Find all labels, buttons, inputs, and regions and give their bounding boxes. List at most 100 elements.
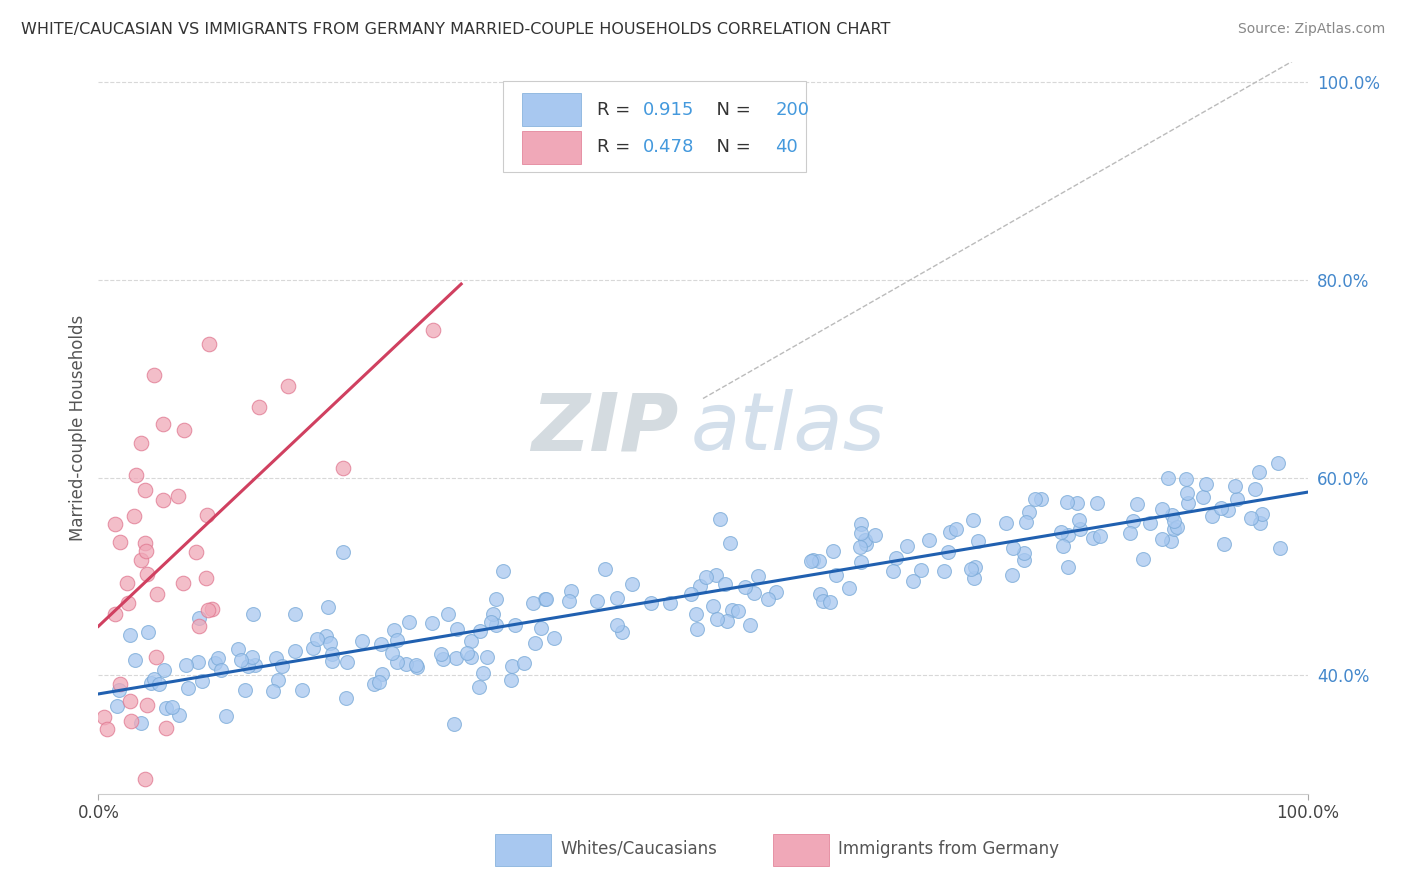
Point [335,691,357,706]
FancyBboxPatch shape [773,834,828,866]
Point [959,562,981,576]
Point [446,622,468,636]
Point [1081,531,1104,545]
Point [384,624,406,638]
Point [849,517,872,532]
Point [186,545,208,559]
Point [503,617,526,632]
Point [240,650,263,665]
Point [167,489,190,503]
Point [370,666,392,681]
Point [201,602,224,616]
Point [485,617,508,632]
Point [468,680,491,694]
Text: ZIP: ZIP [531,389,679,467]
Point [207,651,229,665]
Point [336,655,359,669]
Text: 0.915: 0.915 [643,101,695,119]
Point [1050,525,1073,540]
Point [558,593,581,607]
Point [1240,511,1263,525]
Point [709,512,731,526]
Point [405,658,427,673]
Point [301,640,323,655]
Point [491,564,513,578]
Point [145,650,167,665]
Point [125,468,148,483]
Point [316,600,339,615]
Point [1243,482,1265,496]
Text: N =: N = [706,138,756,156]
Point [1166,520,1188,534]
Point [307,632,329,646]
Text: R =: R = [596,138,636,156]
Text: 0.478: 0.478 [643,138,695,156]
Point [105,699,128,714]
Point [1157,471,1180,485]
Point [456,646,478,660]
Point [146,587,169,601]
Point [370,637,392,651]
Point [896,539,918,553]
Point [1012,546,1035,560]
Point [1018,504,1040,518]
FancyBboxPatch shape [522,130,581,164]
Point [120,714,142,728]
Point [266,673,288,687]
Point [1057,528,1080,542]
Point [381,646,404,660]
Point [143,672,166,686]
Point [321,654,343,668]
Point [477,650,499,665]
Point [136,624,159,639]
Point [606,618,628,632]
Point [115,575,138,590]
Point [621,576,644,591]
Point [884,551,907,566]
Point [679,587,702,601]
Point [1069,522,1091,536]
Point [560,584,582,599]
Point [108,677,131,691]
Point [962,513,984,527]
Point [801,552,824,566]
Point [129,716,152,731]
Point [501,658,523,673]
Point [1223,479,1246,493]
Point [721,603,744,617]
Point [704,568,727,582]
Point [363,676,385,690]
Point [172,575,194,590]
Point [1126,497,1149,511]
Point [284,607,307,621]
Text: atlas: atlas [690,389,886,467]
FancyBboxPatch shape [495,834,551,866]
Point [1216,503,1239,517]
Point [1001,541,1024,555]
Point [849,555,872,569]
Point [606,591,628,606]
Point [134,535,156,549]
Point [195,508,218,522]
Point [236,658,259,673]
Point [685,607,707,621]
Point [290,683,312,698]
Point [1267,457,1289,471]
Point [938,525,960,540]
Point [1132,552,1154,566]
Point [1249,516,1271,530]
Point [1014,515,1036,529]
Point [963,571,986,585]
Point [315,629,337,643]
Point [530,621,553,635]
Point [332,545,354,559]
Point [176,681,198,695]
Point [1249,465,1271,479]
Point [824,567,846,582]
Point [640,596,662,610]
Point [247,400,270,414]
Text: Immigrants from Germany: Immigrants from Germany [838,839,1060,858]
Point [228,641,250,656]
Point [820,595,842,609]
Text: 200: 200 [776,101,810,119]
